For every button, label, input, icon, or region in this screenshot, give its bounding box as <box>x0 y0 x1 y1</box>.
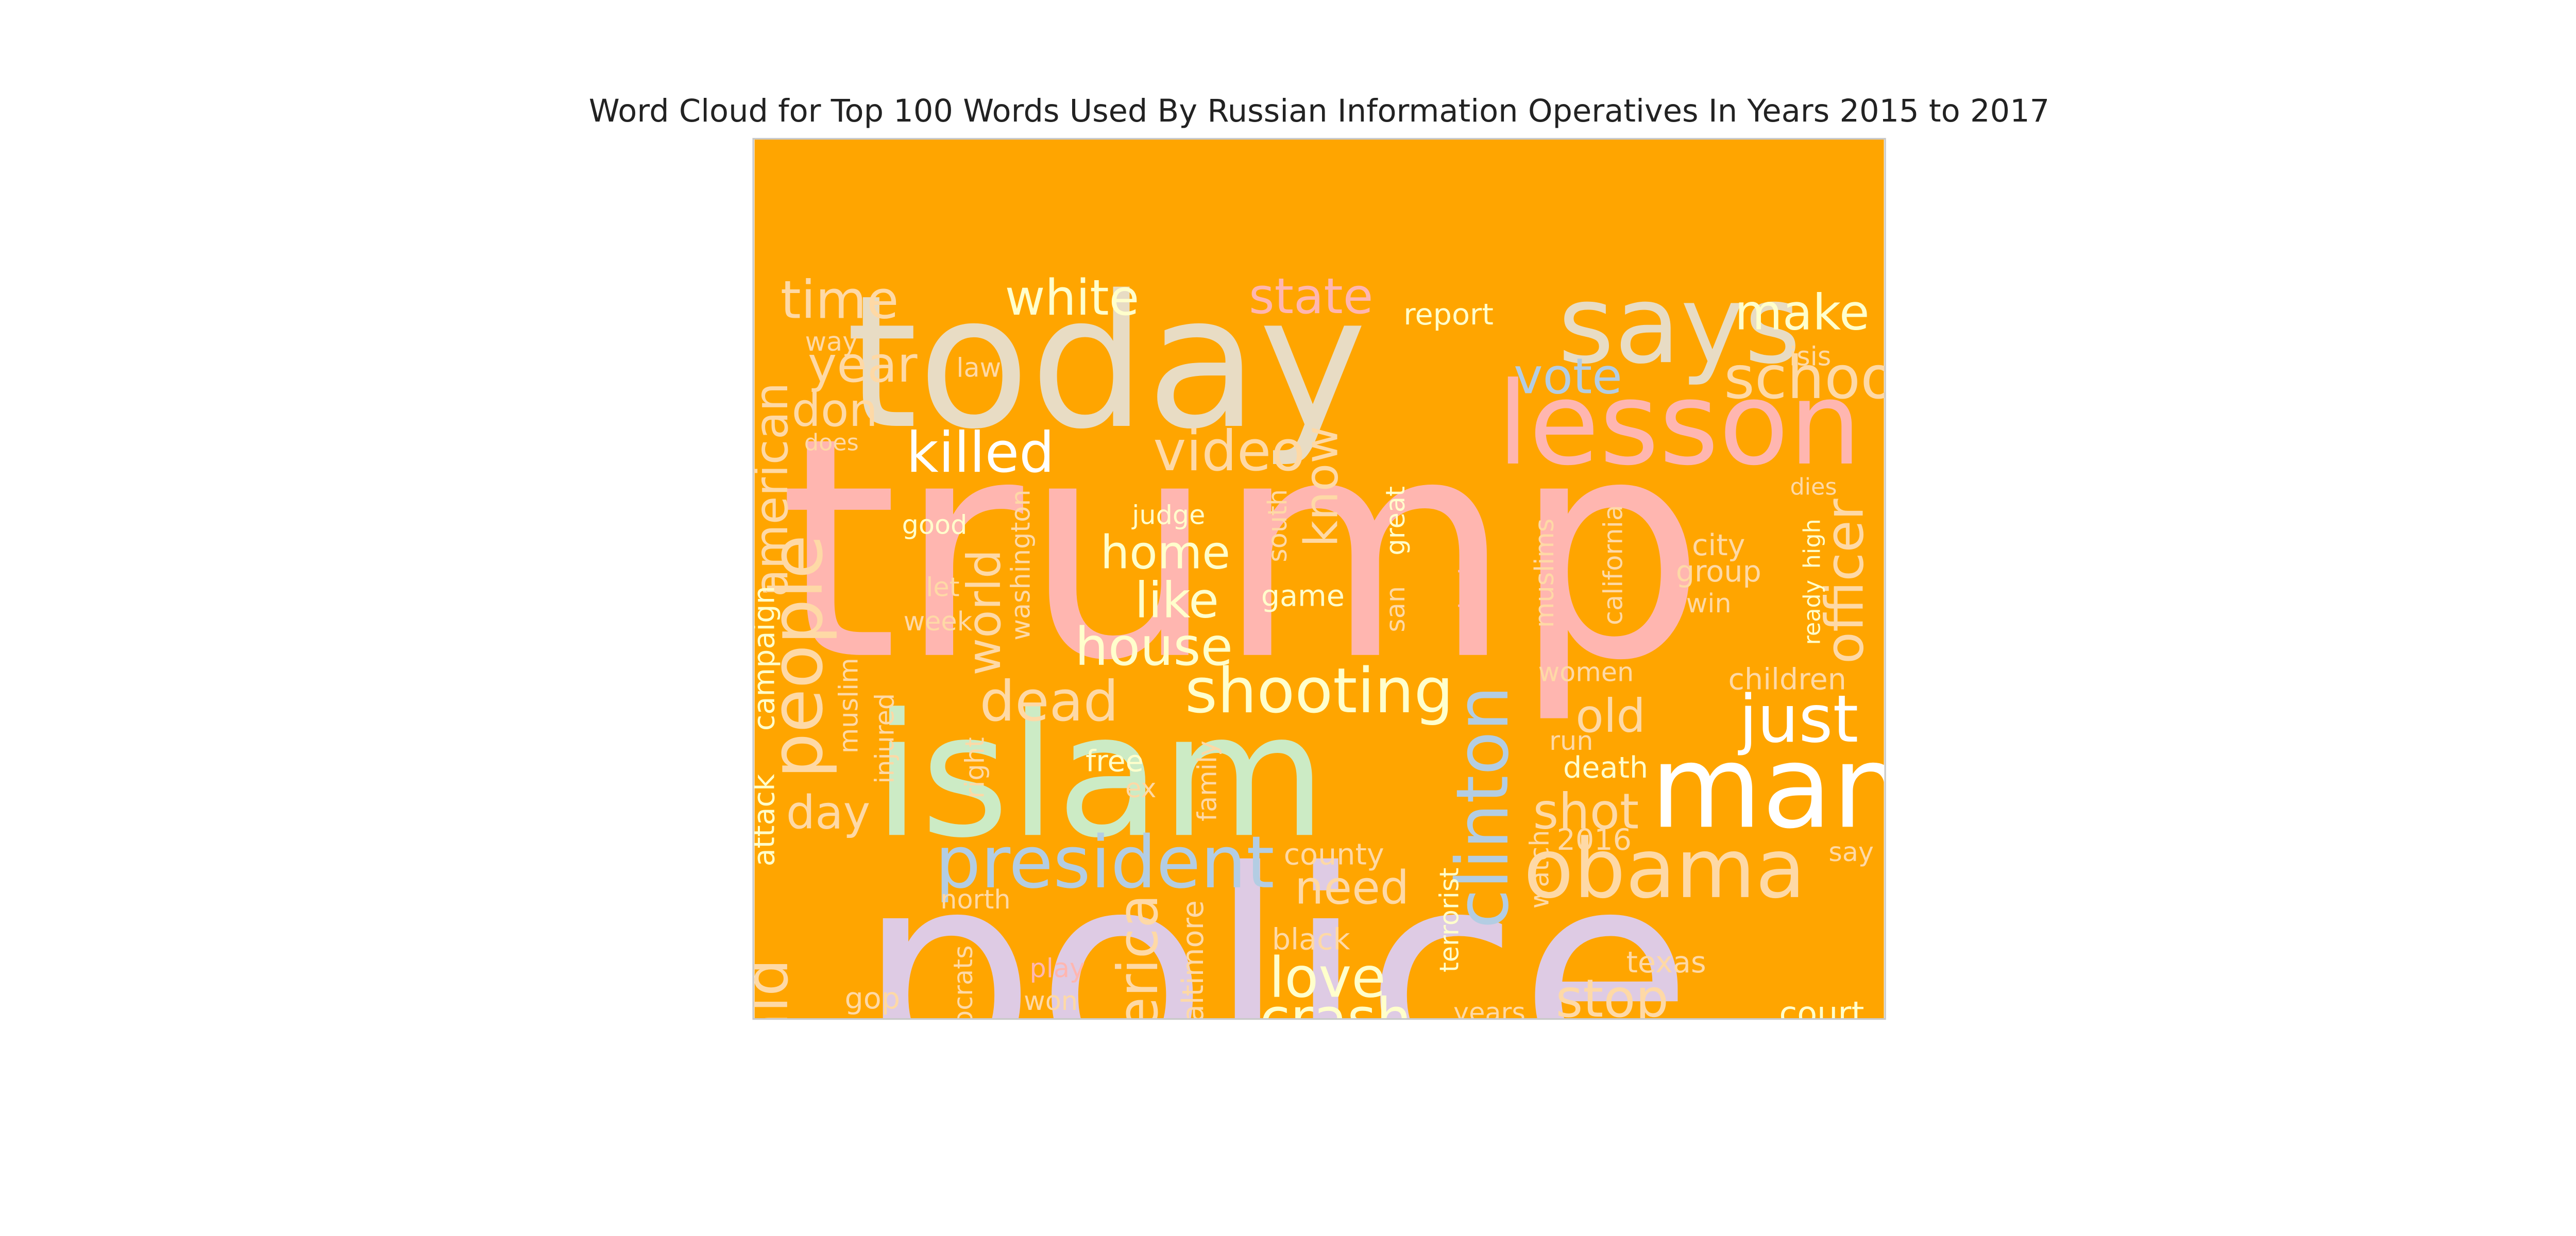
word-love: love <box>1269 946 1385 1010</box>
word-democrats: democrats <box>948 945 978 1020</box>
word-south: south <box>1262 489 1293 562</box>
word-ready: ready <box>1800 580 1826 645</box>
word-make: make <box>1735 285 1870 341</box>
word-say: say <box>1828 837 1874 867</box>
word-school: school <box>1724 344 1886 412</box>
word-court: court <box>1779 994 1864 1020</box>
word-high: high <box>1800 519 1826 569</box>
word-washington: washington <box>1005 489 1036 640</box>
word-group: trumppolicetodayislamlessonsaysmannewhil… <box>752 256 1886 1020</box>
word-california: california <box>1598 505 1628 625</box>
word-great: great <box>1380 486 1411 555</box>
word-injured: injured <box>870 693 900 784</box>
word-death: death <box>1563 751 1648 785</box>
word-car: car <box>1613 1015 1654 1020</box>
word-family: family <box>1192 741 1222 821</box>
word-free: free <box>1086 744 1144 778</box>
word-ex: ex <box>1125 773 1156 803</box>
word-let: let <box>926 572 959 602</box>
word-dead: dead <box>980 670 1119 734</box>
word-dies: dies <box>1790 474 1837 500</box>
word-islam: islam <box>873 677 1327 875</box>
word-group: group <box>1676 555 1761 589</box>
word-shooting: shooting <box>1185 655 1453 727</box>
word-muslims: muslims <box>1529 519 1560 628</box>
word-2016: 2016 <box>1557 823 1632 857</box>
word-way: way <box>805 327 858 357</box>
word-does: does <box>804 430 859 456</box>
word-trump: trump <box>778 373 1706 727</box>
word-old: old <box>1575 689 1646 743</box>
word-years: years <box>1453 997 1526 1020</box>
word-vote: vote <box>1514 348 1622 405</box>
word-texas: texas <box>1626 946 1706 980</box>
word-state: state <box>1249 268 1373 325</box>
word-american: american <box>752 382 798 597</box>
word-lesson: lesson <box>1497 358 1861 491</box>
word-play: play <box>1029 953 1085 984</box>
word-game: game <box>1261 579 1345 613</box>
word-know: know <box>1295 426 1348 547</box>
word-week: week <box>904 606 973 637</box>
word-black: black <box>1272 923 1350 957</box>
word-killed: killed <box>906 421 1055 485</box>
word-like: like <box>1135 573 1219 629</box>
word-muslim: muslim <box>834 658 864 753</box>
word-run: run <box>1549 726 1593 756</box>
cloud-background <box>754 140 1884 1019</box>
word-win: win <box>1686 588 1732 619</box>
word-report: report <box>1403 298 1494 332</box>
word-terrorist: terrorist <box>1434 868 1465 973</box>
word-today: today <box>846 256 1367 469</box>
word-man: man <box>1650 721 1886 854</box>
word-stop: stop <box>1555 968 1669 1020</box>
word-judge: judge <box>1131 500 1205 530</box>
word-isis: isis <box>1789 341 1831 371</box>
word-women: women <box>1538 657 1634 688</box>
word-campaign: campaign <box>752 586 781 731</box>
word-san: san <box>1380 586 1411 632</box>
word-white: white <box>1005 270 1139 327</box>
word-shot: shot <box>1533 784 1639 840</box>
word-video: video <box>1153 419 1305 484</box>
word-clinton: clinton <box>1440 685 1524 929</box>
word-world: world <box>957 550 1011 676</box>
word-north: north <box>940 884 1010 915</box>
word-won: won <box>1024 986 1078 1016</box>
word-missing: missing <box>1454 535 1484 635</box>
word-right: right <box>959 737 990 798</box>
word-don: don <box>792 383 878 437</box>
chart-title: Word Cloud for Top 100 Words Used By Rus… <box>588 93 2050 130</box>
word-america: america <box>1106 894 1171 1020</box>
word-city: city <box>1692 528 1745 562</box>
word-people: people <box>755 535 839 779</box>
figure: Word Cloud for Top 100 Words Used By Rus… <box>588 93 2050 1020</box>
word-baltimore: baltimore <box>1176 900 1210 1020</box>
word-president: president <box>935 820 1275 904</box>
word-house: house <box>1075 616 1233 677</box>
word-attack: attack <box>752 774 781 866</box>
word-good: good <box>902 510 968 540</box>
word-gop: gop <box>845 982 901 1016</box>
word-home: home <box>1100 525 1230 579</box>
word-year: year <box>808 337 918 393</box>
word-law: law <box>956 353 1001 383</box>
word-children: children <box>1728 662 1846 696</box>
word-says: says <box>1558 262 1801 388</box>
word-day: day <box>786 786 871 839</box>
word-just: just <box>1737 681 1858 757</box>
word-cloud: trumppolicetodayislamlessonsaysmannewhil… <box>752 138 1886 1020</box>
word-watch: watch <box>1524 830 1554 909</box>
word-obama: obama <box>1523 822 1805 917</box>
word-officer: officer <box>1814 499 1875 664</box>
word-crash: crash <box>1260 987 1412 1020</box>
word-time: time <box>781 269 899 330</box>
word-need: need <box>1295 861 1409 915</box>
word-county: county <box>1284 837 1384 871</box>
word-police: police <box>857 811 1692 1020</box>
word-donald: donald <box>752 959 801 1020</box>
